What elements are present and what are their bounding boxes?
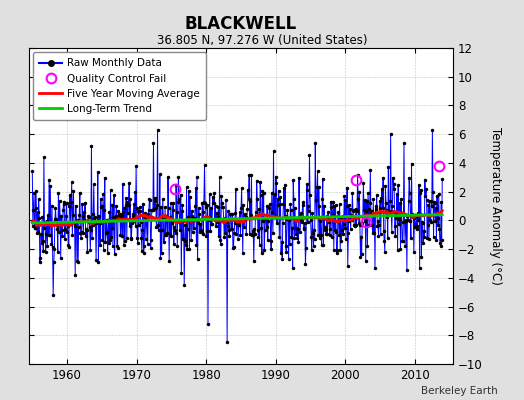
Text: 36.805 N, 97.276 W (United States): 36.805 N, 97.276 W (United States) — [157, 34, 367, 47]
Y-axis label: Temperature Anomaly (°C): Temperature Anomaly (°C) — [489, 127, 503, 285]
Text: Berkeley Earth: Berkeley Earth — [421, 386, 498, 396]
Legend: Raw Monthly Data, Quality Control Fail, Five Year Moving Average, Long-Term Tren: Raw Monthly Data, Quality Control Fail, … — [33, 52, 206, 120]
Title: BLACKWELL: BLACKWELL — [185, 14, 297, 32]
